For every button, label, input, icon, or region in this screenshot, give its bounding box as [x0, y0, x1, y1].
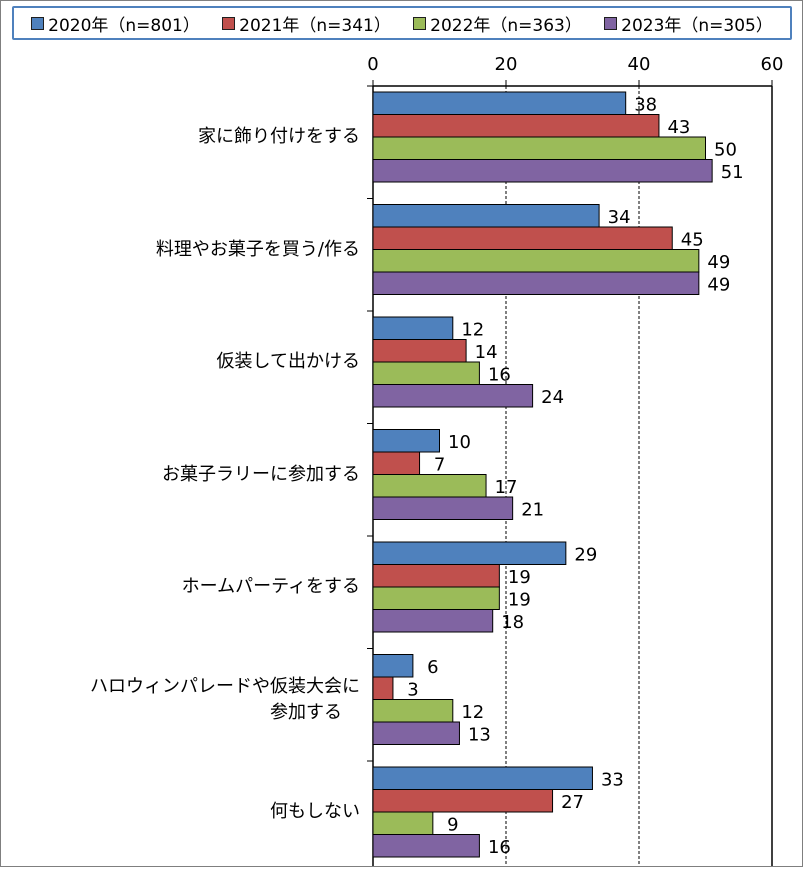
data-label: 51: [721, 162, 744, 183]
bar: [372, 226, 673, 250]
category-label: ハロウィンパレードや仮装大会に参加する: [90, 674, 360, 726]
data-label: 12: [461, 319, 484, 340]
data-label: 16: [488, 364, 511, 385]
data-label: 38: [634, 94, 657, 115]
bar: [372, 384, 534, 408]
data-label: 9: [447, 814, 458, 835]
legend-item: 2021年（n=341）: [222, 11, 391, 36]
bar: [372, 789, 554, 813]
data-label: 19: [508, 589, 531, 610]
x-tick-label: 20: [495, 54, 518, 75]
bar: [372, 766, 593, 790]
bar: [372, 429, 440, 453]
data-label: 3: [407, 679, 418, 700]
bar: [372, 91, 627, 115]
bar: [372, 361, 480, 385]
legend-swatch: [604, 16, 618, 30]
x-tick-label: 0: [367, 54, 378, 75]
bar: [372, 136, 706, 160]
bar: [372, 271, 700, 295]
data-label: 27: [561, 792, 584, 813]
legend-label: 2023年（n=305）: [621, 15, 773, 36]
data-label: 34: [608, 207, 631, 228]
data-label: 45: [681, 229, 704, 250]
bar: [372, 316, 454, 340]
bar: [372, 496, 514, 520]
x-tick-label: 40: [628, 54, 651, 75]
x-tick-label: 60: [761, 54, 784, 75]
bar: [372, 541, 567, 565]
bar: [372, 474, 487, 498]
legend: 2020年（n=801） 2021年（n=341） 2022年（n=363） 2023…: [12, 6, 792, 40]
bar: [372, 721, 460, 745]
legend-swatch: [31, 16, 45, 30]
data-label: 13: [468, 724, 491, 745]
data-label: 16: [488, 837, 511, 858]
legend-swatch: [413, 16, 427, 30]
category-label-line: ハロウィンパレードや仮装大会に: [90, 675, 360, 697]
legend-label: 2022年（n=363）: [430, 15, 582, 36]
data-label: 7: [434, 454, 445, 475]
bar: [372, 699, 454, 723]
category-label: ホームパーティをする: [181, 576, 360, 597]
bar: [372, 676, 394, 700]
data-label: 6: [427, 657, 438, 678]
category-label: 仮装して出かける: [216, 351, 360, 372]
legend-label: 2021年（n=341）: [239, 15, 391, 36]
category-label: 家に飾り付けをする: [198, 126, 360, 147]
bar: [372, 339, 467, 363]
data-label: 43: [667, 117, 690, 138]
legend-item: 2023年（n=305）: [604, 11, 773, 36]
legend-item: 2022年（n=363）: [413, 11, 582, 36]
legend-label: 2020年（n=801）: [48, 15, 200, 36]
data-label: 21: [521, 499, 544, 520]
category-label-line: 参加する: [270, 701, 342, 723]
data-label: 49: [707, 252, 730, 273]
bar: [372, 451, 421, 475]
bar: [372, 654, 414, 678]
bar: [372, 249, 700, 273]
bar: [372, 834, 480, 858]
data-label: 19: [508, 567, 531, 588]
bar: [372, 811, 434, 835]
data-label: 10: [448, 432, 471, 453]
bar: [372, 586, 500, 610]
data-label: 29: [574, 544, 597, 565]
data-label: 17: [495, 477, 518, 498]
data-label: 49: [707, 274, 730, 295]
category-label: 何もしない: [270, 801, 360, 822]
bar: [372, 564, 500, 588]
data-label: 12: [461, 702, 484, 723]
category-label: 料理やお菓子を買う/作る: [155, 238, 360, 260]
bar: [372, 204, 600, 228]
legend-item: 2020年（n=801）: [31, 11, 200, 36]
data-label: 50: [714, 139, 737, 160]
bar: [372, 159, 713, 183]
bar: [372, 114, 660, 138]
category-label: お菓子ラリーに参加する: [162, 463, 360, 485]
data-label: 33: [601, 769, 624, 790]
data-label: 24: [541, 387, 564, 408]
bar: [372, 609, 494, 633]
legend-swatch: [222, 16, 236, 30]
data-label: 18: [501, 612, 524, 633]
data-label: 14: [475, 342, 498, 363]
